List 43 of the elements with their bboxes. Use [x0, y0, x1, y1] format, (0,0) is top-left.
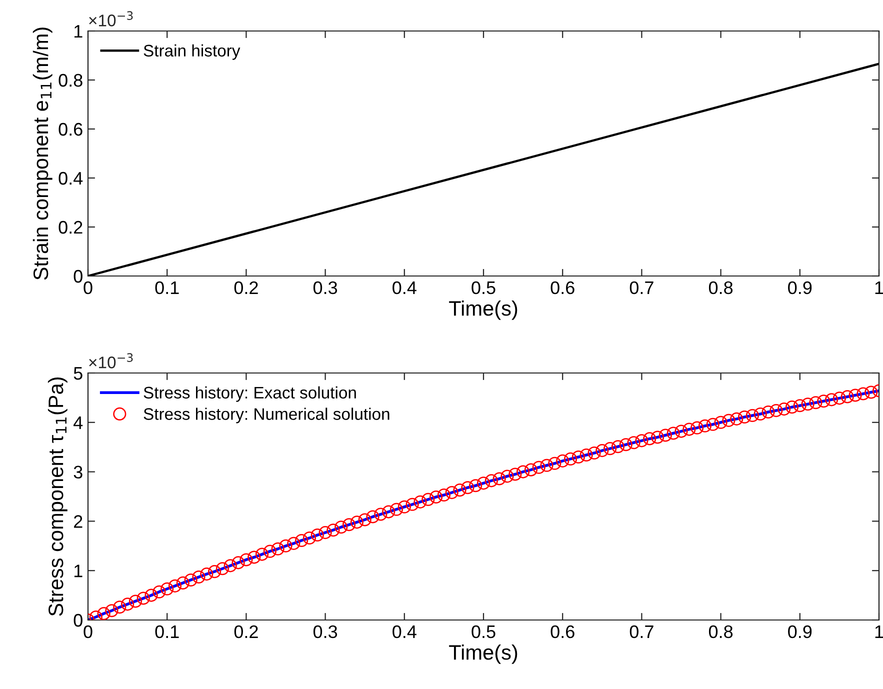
x-tick-label: 0.9 — [788, 281, 812, 294]
y-axis-title: Strain component e$_{11}$(m/m) — [32, 28, 52, 280]
text: ×10$^{−3}$ — [89, 11, 133, 26]
legend-label: Stress history: Numerical solution — [144, 408, 390, 424]
x-tick-label: 0 — [84, 281, 92, 294]
legend-label: Stress history: Exact solution — [144, 386, 356, 402]
text: ×10$^{−3}$ — [89, 353, 133, 368]
y-tick-label: 1 — [74, 564, 82, 578]
x-tick-label: 0.6 — [550, 625, 574, 638]
y-tick-label: 0 — [74, 270, 82, 283]
y-tick-label: 0.4 — [58, 172, 83, 185]
x-tick-label: 0.5 — [472, 281, 496, 294]
x-tick-label: 0.8 — [708, 625, 733, 638]
x-tick-label: 0.5 — [472, 625, 496, 638]
y-tick-label: 0.8 — [58, 74, 82, 87]
legend-label: Strain history — [144, 44, 240, 60]
x-tick-label: 0.6 — [550, 281, 574, 294]
x-tick-label: 0.1 — [155, 625, 179, 638]
x-tick-label: 0.3 — [313, 281, 338, 294]
y-tick-label: 0 — [74, 614, 82, 627]
y-tick-label: 5 — [74, 367, 82, 380]
x-tick-label: 0.8 — [708, 281, 733, 294]
x-tick-label: 0.9 — [788, 625, 812, 638]
x-tick-label: 0.4 — [392, 281, 416, 294]
x-tick-label: 0.2 — [234, 625, 258, 638]
x-tick-label: 0.7 — [630, 625, 654, 638]
y-tick-label: 4 — [74, 416, 83, 429]
x-tick-label: 0.3 — [313, 625, 338, 638]
y-tick-label: 0.6 — [58, 122, 82, 136]
y-tick-label: 1 — [74, 25, 82, 38]
y-tick-label: 0.2 — [58, 220, 82, 234]
x-tick-label: 0.4 — [392, 625, 416, 638]
y-axis-title: Stress component τ$_{11}$(Pa) — [48, 377, 68, 616]
y-tick-label: 2 — [74, 515, 82, 528]
x-axis-title: Time(s) — [449, 300, 518, 320]
x-tick-label: 0.2 — [234, 281, 258, 294]
x-tick-label: 0.1 — [155, 281, 179, 294]
y-tick-label: 3 — [74, 466, 82, 479]
x-tick-label: 0.7 — [630, 281, 654, 294]
x-tick-label: 1 — [875, 626, 883, 638]
x-tick-label: 0 — [84, 625, 92, 638]
x-axis-title: Time(s) — [449, 644, 518, 664]
x-tick-label: 1 — [875, 282, 883, 294]
